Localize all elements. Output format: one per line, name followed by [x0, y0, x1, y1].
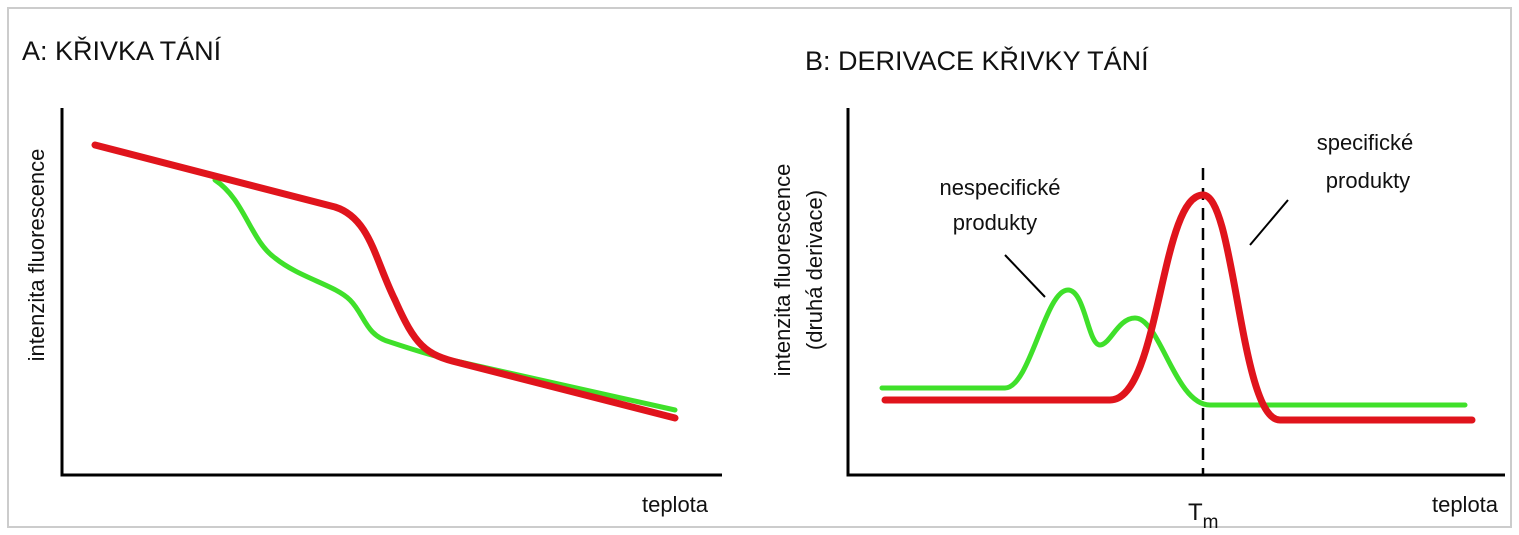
annotation: produkty — [953, 210, 1037, 235]
x-label-b: teplota — [1432, 492, 1499, 517]
tm-subscript: m — [1203, 512, 1219, 533]
y-label-a: intenzita fluorescence — [24, 149, 49, 362]
green-curve-b — [879, 287, 1468, 408]
leader-line — [1004, 254, 1046, 298]
panel-a-title: A: KŘIVKA TÁNÍ — [22, 35, 222, 66]
axes-a — [60, 108, 722, 477]
annotation: nespecifické — [939, 175, 1060, 200]
tm-symbol: T — [1188, 499, 1203, 526]
y-label-b: (druhá derivace) — [802, 190, 827, 350]
y-label-b: intenzita fluorescence — [770, 164, 795, 377]
annotation: specifické — [1317, 130, 1414, 155]
leader-line — [1249, 199, 1289, 246]
annotation: produkty — [1326, 168, 1410, 193]
tm-label: Tm — [1188, 499, 1219, 533]
red-curve-b — [881, 191, 1476, 424]
x-label-a: teplota — [642, 492, 709, 517]
red-curve-a — [91, 141, 679, 422]
axes-b — [846, 108, 1505, 477]
panel-b-title: B: DERIVACE KŘIVKY TÁNÍ — [805, 45, 1149, 76]
green-curve-a — [212, 177, 678, 413]
frame — [7, 7, 1512, 528]
